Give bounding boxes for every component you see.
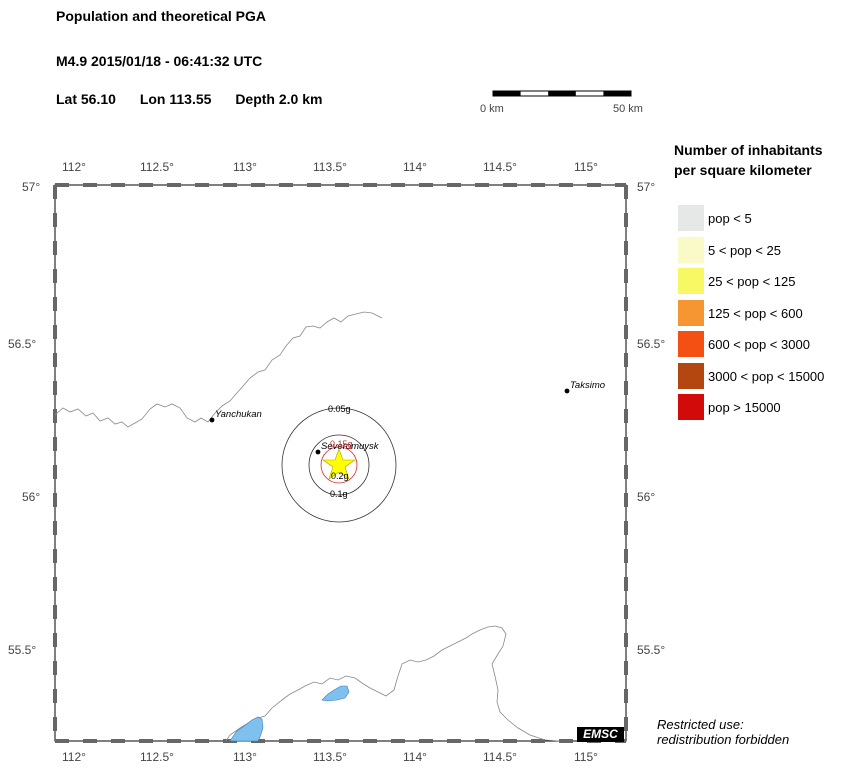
latitude-value: Lat 56.10 xyxy=(56,91,116,107)
lon-tick-bottom: 115° xyxy=(574,750,598,764)
lon-tick-bottom: 114.5° xyxy=(483,750,517,764)
restricted-line2: redistribution forbidden xyxy=(657,732,790,747)
legend-swatch xyxy=(678,362,704,389)
city-dot-severomuysk xyxy=(315,449,321,455)
lat-tick-right: 56° xyxy=(637,490,656,504)
lon-tick-top: 114° xyxy=(403,160,427,174)
legend-label: 5 < pop < 25 xyxy=(708,242,782,258)
restricted-line1: Restricted use: xyxy=(657,717,744,732)
lon-tick-top: 114.5° xyxy=(483,160,517,174)
legend-swatch xyxy=(678,299,704,326)
city-label-taksimo: Taksimo xyxy=(570,380,605,391)
lon-tick-top: 115° xyxy=(574,160,598,174)
lon-tick-top: 112° xyxy=(62,160,86,174)
legend-title-line2: per square kilometer xyxy=(674,162,812,178)
location-info: Lat 56.10 Lon 113.55 Depth 2.0 km xyxy=(56,91,342,107)
river-line-north xyxy=(54,311,383,428)
city-label-severomuysk: Severomuysk xyxy=(321,441,380,452)
lat-tick-right: 56.5° xyxy=(637,337,666,351)
legend-label: pop < 5 xyxy=(708,211,752,226)
legend-label: 25 < pop < 125 xyxy=(708,274,796,289)
lon-tick-top: 113.5° xyxy=(313,160,347,174)
lat-tick-right: 55.5° xyxy=(637,643,666,657)
city-dot-taksimo xyxy=(564,388,570,394)
epicenter-star xyxy=(322,448,356,480)
lon-tick-bottom: 113.5° xyxy=(313,750,347,764)
lon-tick-top: 113° xyxy=(233,160,257,174)
pga-label-inner: 0.15g xyxy=(330,439,353,449)
legend-swatch xyxy=(678,331,704,357)
map-border-dashes xyxy=(53,183,628,743)
lon-tick-bottom: 112° xyxy=(62,750,86,764)
scale-right-label: 50 km xyxy=(613,103,643,115)
event-info: M4.9 2015/01/18 - 06:41:32 UTC xyxy=(56,53,263,69)
city-label-yanchukan: Yanchukan xyxy=(215,409,262,420)
restricted-notice: Restricted use: redistribution forbidden xyxy=(657,717,789,747)
pga-label-outer: 0.05g xyxy=(328,404,351,414)
legend-title: Number of inhabitants per square kilomet… xyxy=(674,140,823,180)
river-line-south xyxy=(225,625,561,742)
legend-label: 3000 < pop < 15000 xyxy=(708,368,825,384)
legend-label: 600 < pop < 3000 xyxy=(708,337,810,352)
lat-tick-left: 56.5° xyxy=(8,337,37,351)
emsc-logo: EMSC xyxy=(577,727,624,742)
lon-tick-bottom: 114° xyxy=(403,750,427,764)
pga-label-center: 0.2g xyxy=(331,471,349,481)
depth-value: Depth 2.0 km xyxy=(235,91,323,107)
legend-swatch xyxy=(678,394,704,420)
lat-tick-right: 57° xyxy=(637,180,656,194)
pga-ring-inner xyxy=(320,446,358,484)
legend-label: pop > 15000 xyxy=(708,400,781,415)
scale-left-label: 0 km xyxy=(480,103,504,115)
legend-label: 125 < pop < 600 xyxy=(708,305,803,321)
legend-swatch xyxy=(678,236,704,263)
pga-label-middle: 0.1g xyxy=(330,489,348,499)
lon-tick-top: 112.5° xyxy=(140,160,174,174)
lake-west xyxy=(229,716,264,742)
legend-title-line1: Number of inhabitants xyxy=(674,142,823,158)
map-title: Population and theoretical PGA xyxy=(56,8,267,24)
lat-tick-left: 57° xyxy=(22,180,41,194)
lat-tick-left: 56° xyxy=(22,490,41,504)
scale-bar xyxy=(492,90,632,97)
pga-ring-middle xyxy=(308,434,370,496)
lon-tick-bottom: 112.5° xyxy=(140,750,174,764)
lake-east xyxy=(321,685,350,702)
legend-swatch xyxy=(678,268,704,294)
lon-tick-bottom: 113° xyxy=(233,750,257,764)
pga-ring-outer xyxy=(281,407,397,523)
longitude-value: Lon 113.55 xyxy=(139,91,212,107)
lat-tick-left: 55.5° xyxy=(8,643,37,657)
city-dot-yanchukan xyxy=(209,417,215,423)
legend-swatch xyxy=(678,205,704,231)
